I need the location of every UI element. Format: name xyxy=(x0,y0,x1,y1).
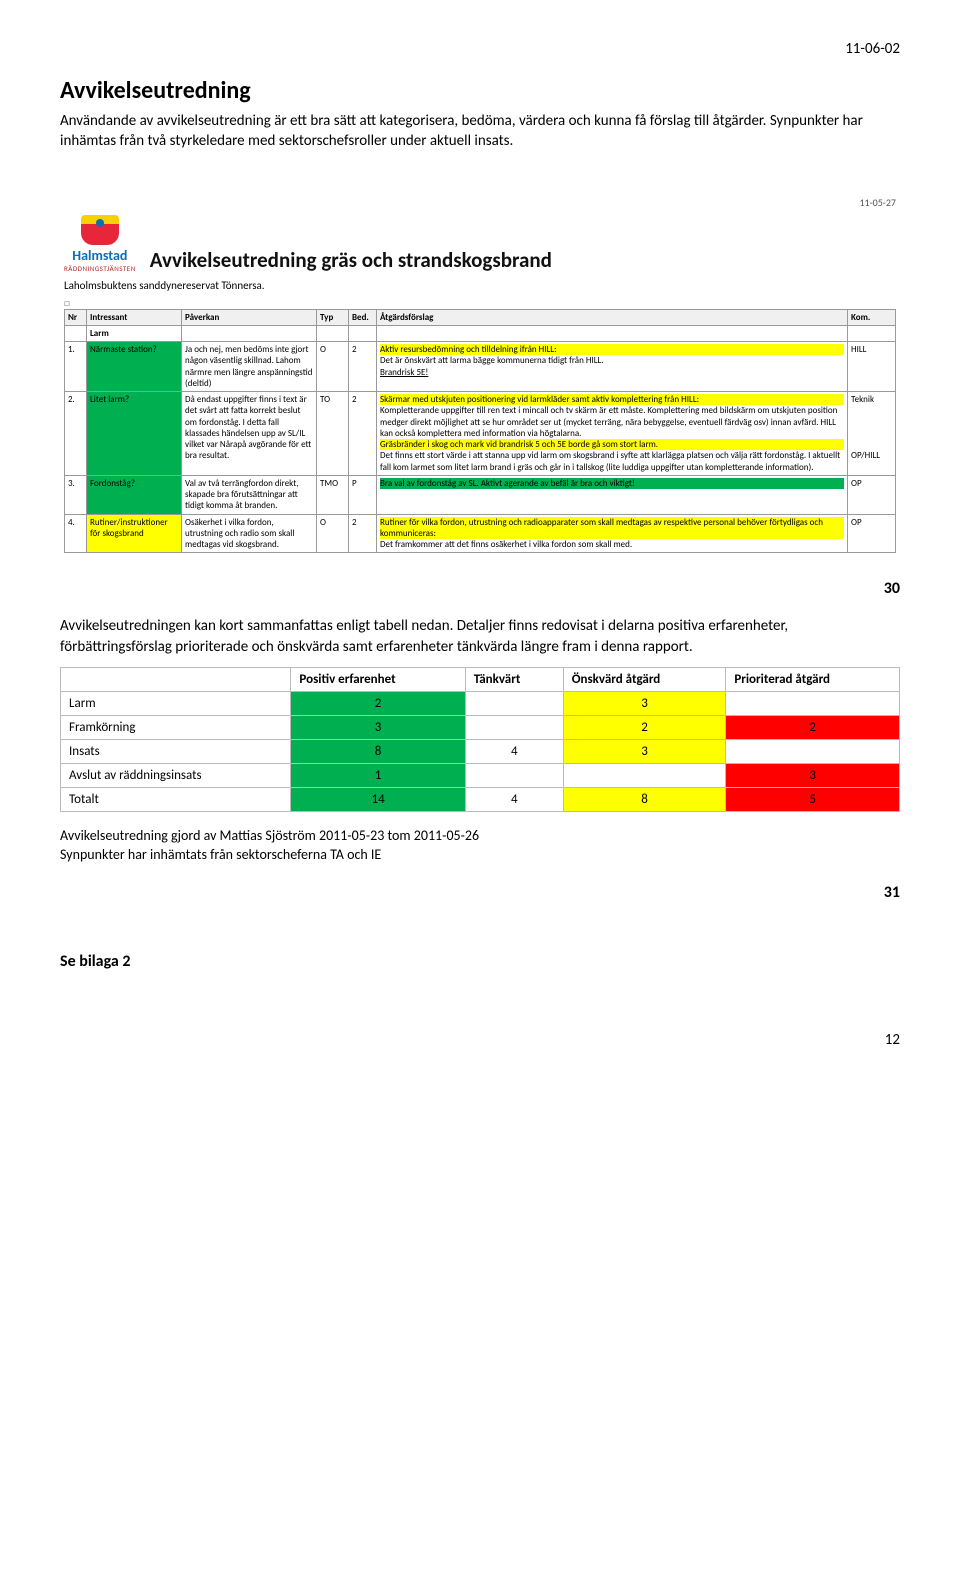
table-row: 4.Rutiner/instruktioner för skogsbrandOs… xyxy=(65,514,896,553)
figure-number-31: 31 xyxy=(60,883,900,902)
footer-line-1: Avvikelseutredning gjord av Mattias Sjös… xyxy=(60,826,900,846)
footer-line-2: Synpunkter har inhämtats från sektorsche… xyxy=(60,845,900,865)
table-header: Nr xyxy=(65,309,87,325)
summary-header: Önskvärd åtgärd xyxy=(563,667,726,691)
summary-row: Totalt14485 xyxy=(61,787,900,811)
embedded-footer: Avvikelseutredning gjord av Mattias Sjös… xyxy=(60,826,900,865)
embedded-date: 11-05-27 xyxy=(64,196,896,209)
main-heading: Avvikelseutredning xyxy=(60,76,900,105)
summary-header xyxy=(61,667,291,691)
see-appendix: Se bilaga 2 xyxy=(60,952,900,971)
summary-row: Framkörning322 xyxy=(61,715,900,739)
deviation-table: NrIntressantPåverkanTypBed.Åtgärdsförsla… xyxy=(64,309,896,554)
square-marker: □ xyxy=(64,296,896,309)
shield-icon xyxy=(81,215,119,245)
summary-header: Tänkvärt xyxy=(465,667,563,691)
logo-city: Halmstad xyxy=(72,247,127,264)
summary-row: Avslut av räddningsinsats13 xyxy=(61,763,900,787)
summary-header: Prioriterad åtgärd xyxy=(726,667,900,691)
page-number: 12 xyxy=(60,1031,900,1049)
embedded-document-2: Positiv erfarenhetTänkvärtÖnskvärd åtgär… xyxy=(60,667,900,865)
table-header: Påverkan xyxy=(182,309,317,325)
embedded-title: Avvikelseutredning gräs och strandskogsb… xyxy=(150,247,552,273)
logo-subtitle: RÄDDNINGSTJÄNSTEN xyxy=(64,264,136,273)
table-header: Åtgärdsförslag xyxy=(377,309,848,325)
summary-row: Insats843 xyxy=(61,739,900,763)
table-header: Kom. xyxy=(848,309,896,325)
table-header: Intressant xyxy=(87,309,182,325)
table-subhead: Larm xyxy=(65,325,896,341)
summary-row: Larm23 xyxy=(61,691,900,715)
intro-paragraph: Användande av avvikelseutredning är ett … xyxy=(60,111,900,152)
summary-table: Positiv erfarenhetTänkvärtÖnskvärd åtgär… xyxy=(60,667,900,812)
summary-paragraph: Avvikelseutredningen kan kort sammanfatt… xyxy=(60,616,900,657)
page-date: 11-06-02 xyxy=(60,40,900,58)
table-row: 3.Fordonståg?Val av två terrängfordon di… xyxy=(65,475,896,514)
table-row: 2.Litet larm?Då endast uppgifter finns i… xyxy=(65,392,896,476)
table-header: Typ xyxy=(317,309,349,325)
embedded-subtitle: Laholmsbuktens sanddynereservat Tönnersa… xyxy=(64,279,896,292)
embedded-document-1: 11-05-27 Halmstad RÄDDNINGSTJÄNSTEN Avvi… xyxy=(60,188,900,562)
logo: Halmstad RÄDDNINGSTJÄNSTEN xyxy=(64,215,136,273)
table-header: Bed. xyxy=(349,309,377,325)
summary-header: Positiv erfarenhet xyxy=(291,667,465,691)
figure-number-30: 30 xyxy=(60,579,900,598)
table-row: 1.Närmaste station?Ja och nej, men bedöm… xyxy=(65,342,896,392)
